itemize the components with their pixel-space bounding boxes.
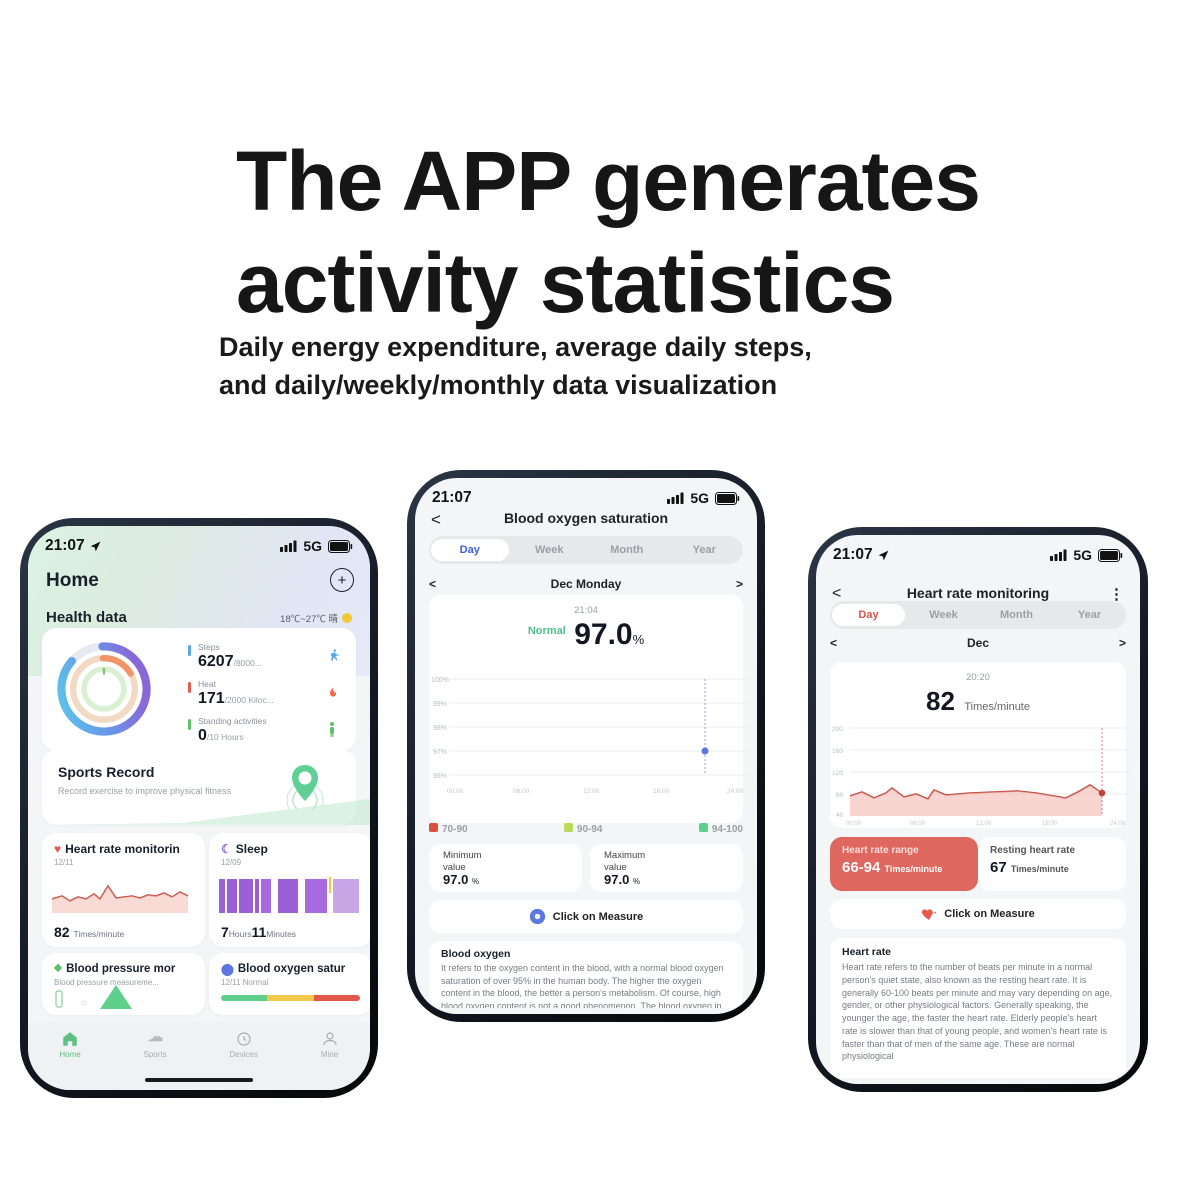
svg-text:80: 80 <box>836 792 844 799</box>
svg-text:00:00: 00:00 <box>447 788 464 795</box>
svg-text:24:00: 24:00 <box>1110 821 1126 827</box>
svg-text:120: 120 <box>832 770 843 777</box>
svg-text:12:00: 12:00 <box>583 788 600 795</box>
svg-text:200: 200 <box>832 726 843 733</box>
svg-text:24:00: 24:00 <box>727 788 744 795</box>
svg-text:00:00: 00:00 <box>846 821 862 827</box>
svg-text:97%: 97% <box>433 749 447 756</box>
svg-text:18:00: 18:00 <box>1042 821 1058 827</box>
svg-text:100%: 100% <box>431 677 449 684</box>
svg-text:96%: 96% <box>433 773 447 780</box>
svg-text:160: 160 <box>832 748 843 755</box>
svg-text:06:00: 06:00 <box>910 821 926 827</box>
svg-text:06:00: 06:00 <box>513 788 530 795</box>
svg-text:98%: 98% <box>433 725 447 732</box>
svg-text:12:00: 12:00 <box>976 821 992 827</box>
svg-text:40: 40 <box>836 812 844 819</box>
svg-text:18:00: 18:00 <box>653 788 670 795</box>
svg-text:99%: 99% <box>433 701 447 708</box>
